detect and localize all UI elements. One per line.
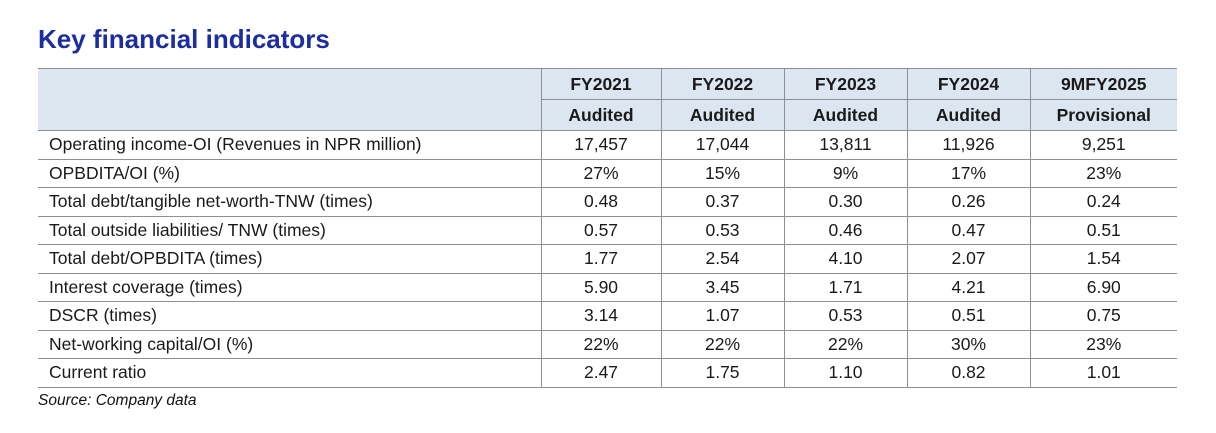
row-label: Net-working capital/OI (%): [38, 329, 542, 359]
cell-value: 23%: [1029, 158, 1177, 188]
cell-value: 3.45: [660, 272, 785, 302]
table-row: Total outside liabilities/ TNW (times) 0…: [38, 215, 1177, 245]
header-row-years: FY2021 FY2022 FY2023 FY2024 9MFY2025: [38, 68, 1177, 131]
cell-value: 6.90: [1029, 272, 1177, 302]
subheader-audited-4: Audited: [906, 99, 1031, 131]
row-label: Operating income-OI (Revenues in NPR mil…: [38, 130, 542, 160]
cell-value: 4.21: [906, 272, 1031, 302]
subheader-audited-1: Audited: [541, 99, 662, 131]
subheader-provisional: Provisional: [1029, 99, 1177, 131]
cell-value: 0.37: [660, 187, 785, 217]
cell-value: 9%: [783, 158, 908, 188]
table-row: DSCR (times) 3.14 1.07 0.53 0.51 0.75: [38, 301, 1177, 331]
cell-value: 0.82: [906, 358, 1031, 388]
cell-value: 0.51: [1029, 215, 1177, 245]
table-row: Net-working capital/OI (%) 22% 22% 22% 3…: [38, 329, 1177, 359]
cell-value: 0.75: [1029, 301, 1177, 331]
cell-value: 4.10: [783, 244, 908, 274]
cell-value: 0.57: [540, 215, 662, 245]
cell-value: 15%: [660, 158, 785, 188]
table-row: Interest coverage (times) 5.90 3.45 1.71…: [38, 272, 1177, 302]
cell-value: 1.10: [783, 358, 908, 388]
cell-value: 9,251: [1029, 130, 1177, 160]
subheader-audited-3: Audited: [783, 99, 908, 131]
cell-value: 17,044: [660, 130, 785, 160]
cell-value: 1.54: [1029, 244, 1177, 274]
header-row-status: Audited Audited Audited Audited Provisio…: [38, 99, 1177, 131]
cell-value: 0.26: [906, 187, 1031, 217]
table-row: OPBDITA/OI (%) 27% 15% 9% 17% 23%: [38, 158, 1177, 188]
page-title: Key financial indicators: [38, 24, 330, 54]
cell-value: 17%: [906, 158, 1031, 188]
cell-value: 1.75: [660, 358, 785, 388]
subheader-audited-2: Audited: [660, 99, 785, 131]
cell-value: 17,457: [540, 130, 662, 160]
table-row: Total debt/tangible net-worth-TNW (times…: [38, 187, 1177, 217]
cell-value: 22%: [540, 329, 662, 359]
row-label: Interest coverage (times): [38, 272, 542, 302]
row-label: Total debt/tangible net-worth-TNW (times…: [38, 187, 542, 217]
report-section: Key financial indicators FY2021 FY2022 F…: [38, 24, 1177, 409]
cell-value: 22%: [783, 329, 908, 359]
cell-value: 0.46: [783, 215, 908, 245]
table-header: FY2021 FY2022 FY2023 FY2024 9MFY2025 Aud…: [38, 68, 1177, 131]
table-row: Operating income-OI (Revenues in NPR mil…: [38, 130, 1177, 160]
cell-value: 2.47: [540, 358, 662, 388]
col-header-fy2023: FY2023: [783, 68, 908, 100]
cell-value: 1.77: [540, 244, 662, 274]
cell-value: 2.54: [660, 244, 785, 274]
row-label: Total debt/OPBDITA (times): [38, 244, 542, 274]
cell-value: 0.47: [906, 215, 1031, 245]
cell-value: 0.30: [783, 187, 908, 217]
table-body: Operating income-OI (Revenues in NPR mil…: [38, 130, 1177, 388]
cell-value: 23%: [1029, 329, 1177, 359]
cell-value: 27%: [540, 158, 662, 188]
cell-value: 0.53: [660, 215, 785, 245]
col-header-9mfy2025: 9MFY2025: [1029, 68, 1177, 100]
row-label: OPBDITA/OI (%): [38, 158, 542, 188]
cell-value: 0.51: [906, 301, 1031, 331]
cell-value: 0.53: [783, 301, 908, 331]
col-header-fy2022: FY2022: [660, 68, 785, 100]
row-label: Total outside liabilities/ TNW (times): [38, 215, 542, 245]
cell-value: 2.07: [906, 244, 1031, 274]
key-financial-indicators-table: FY2021 FY2022 FY2023 FY2024 9MFY2025 Aud…: [38, 68, 1177, 388]
cell-value: 0.24: [1029, 187, 1177, 217]
cell-value: 5.90: [540, 272, 662, 302]
cell-value: 30%: [906, 329, 1031, 359]
header-empty-cell: [38, 68, 542, 131]
source-note: Source: Company data: [38, 391, 197, 409]
cell-value: 13,811: [783, 130, 908, 160]
cell-value: 1.07: [660, 301, 785, 331]
row-label: Current ratio: [38, 358, 542, 388]
cell-value: 11,926: [906, 130, 1031, 160]
cell-value: 3.14: [540, 301, 662, 331]
cell-value: 1.01: [1029, 358, 1177, 388]
row-label: DSCR (times): [38, 301, 542, 331]
cell-value: 0.48: [540, 187, 662, 217]
cell-value: 1.71: [783, 272, 908, 302]
cell-value: 22%: [660, 329, 785, 359]
table-row: Current ratio 2.47 1.75 1.10 0.82 1.01: [38, 358, 1177, 388]
table-row: Total debt/OPBDITA (times) 1.77 2.54 4.1…: [38, 244, 1177, 274]
col-header-fy2024: FY2024: [906, 68, 1031, 100]
col-header-fy2021: FY2021: [540, 68, 662, 100]
